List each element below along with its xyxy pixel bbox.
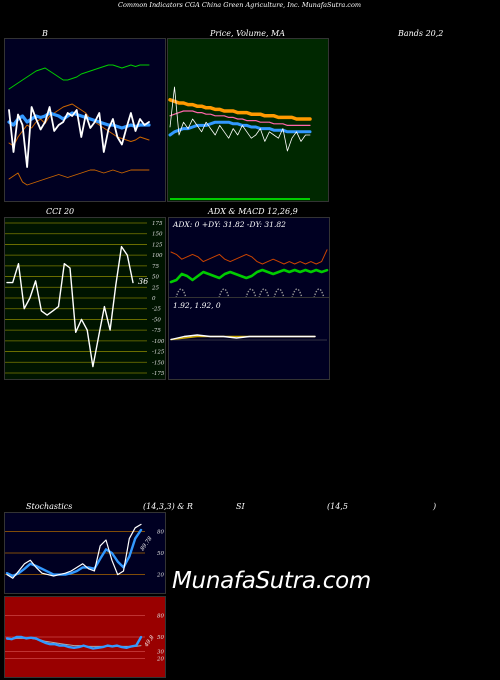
adx-line-segment: [258, 288, 270, 298]
stoch-tick-label: 50: [157, 551, 164, 557]
adx-line-segment: [175, 288, 187, 298]
ma-short-line: [168, 120, 312, 137]
cci-chart: 175 150 125 100 75 50 25 0 -25 -50 -75 -100 -125 -150…: [5, 221, 165, 377]
cci-tick-label: 0: [152, 296, 156, 302]
cci-tick-label: 25: [151, 285, 159, 291]
stoch-params: (14,3,3) & R: [143, 502, 193, 511]
rsi-ma-line: [6, 637, 142, 647]
price-line: [169, 86, 311, 152]
page-title: Common Indicators CGA China Green Agricu…: [118, 1, 362, 9]
adx-line-segment: [218, 288, 230, 298]
cci-tick-label: 75: [152, 264, 159, 270]
adx-line-segment: [313, 288, 325, 298]
rsi-line: [5, 635, 143, 650]
adx-title: ADX & MACD 12,26,9: [208, 207, 298, 216]
cci-tick-label: -100: [152, 339, 165, 345]
cci-tick-label: -75: [152, 328, 161, 334]
rsi-panel: 80 50 30 20 49.8: [4, 596, 166, 678]
rsi-tick-label: 50: [157, 635, 164, 641]
adx-readout: ADX: 0 +DY: 31.82 -DY: 31.82: [173, 220, 286, 229]
macd-line: [170, 334, 316, 341]
cci-panel: 175 150 125 100 75 50 25 0 -25 -50 -75 -100 -125 -150…: [4, 217, 166, 380]
rsi-tick-label: 30: [157, 649, 164, 655]
stoch-value-label: 89.78: [140, 535, 154, 552]
stoch-k-line: [6, 523, 142, 579]
bollinger-panel: [4, 38, 166, 202]
adx-chart: [169, 249, 329, 298]
cci-tick-label: -25: [152, 307, 161, 313]
adx-panel: ADX: 0 +DY: 31.82 -DY: 31.82: [168, 217, 330, 299]
rsi-chart: 80 50 30 20 49.8: [5, 613, 164, 663]
stoch-tick-label: 80: [157, 529, 164, 535]
watermark: MunafaSutra.com: [172, 568, 371, 594]
stoch-d-line: [5, 528, 143, 578]
rsi-tick-label: 80: [157, 613, 164, 619]
cci-tick-label: 125: [152, 242, 163, 248]
ma-mid-line: [169, 110, 311, 127]
bollinger-lower-band: [8, 103, 150, 147]
macd-panel: 1.92, 1.92, 0: [168, 297, 330, 380]
adx-line-segment: [291, 288, 303, 298]
cci-tick-label: -50: [152, 317, 161, 323]
cci-tick-label: 150: [152, 232, 163, 238]
bollinger-chart: [7, 64, 151, 186]
price-chart: [168, 86, 312, 200]
bollinger-volume-line: [8, 169, 150, 186]
cci-tick-label: -175: [152, 371, 165, 377]
price-panel: [167, 38, 329, 202]
rsi-tick-label: 20: [156, 657, 164, 663]
stoch-panel: 80 50 20 89.78: [4, 512, 166, 594]
macd-chart: [170, 334, 327, 341]
stoch-tick-label: 20: [156, 573, 164, 579]
macd-readout: 1.92, 1.92, 0: [173, 301, 221, 310]
cci-tick-label: 50: [152, 275, 159, 281]
cci-title: CCI 20: [46, 207, 75, 216]
adx-plus-dy-line: [169, 268, 329, 284]
cci-tick-label: -125: [152, 350, 165, 356]
cci-tick-label: -150: [152, 360, 165, 366]
rsi-value-label: 49.8: [143, 634, 156, 649]
rsi-params: (14,5: [327, 502, 348, 511]
bollinger-price-line: [8, 106, 150, 168]
stoch-title: Stochastics: [26, 502, 73, 511]
bollinger-middle-band: [7, 111, 151, 130]
bands-title: Bands 20,2: [398, 29, 444, 38]
rsi-close: ): [433, 502, 437, 511]
stoch-chart: 80 50 20 89.78: [5, 523, 164, 579]
rsi-title: SI: [236, 502, 245, 511]
ma-long-line: [168, 98, 312, 121]
adx-line-segment: [273, 288, 285, 298]
cci-tick-label: 100: [152, 253, 163, 259]
cci-value-label: 36: [138, 277, 148, 286]
cci-tick-label: 175: [152, 221, 163, 227]
price-title: Price, Volume, MA: [210, 29, 286, 38]
cci-line: [6, 245, 134, 368]
bollinger-title: B: [42, 29, 48, 38]
adx-line-segment: [245, 288, 257, 298]
adx-minus-dy-line: [170, 249, 328, 265]
bollinger-upper-band: [8, 64, 150, 90]
